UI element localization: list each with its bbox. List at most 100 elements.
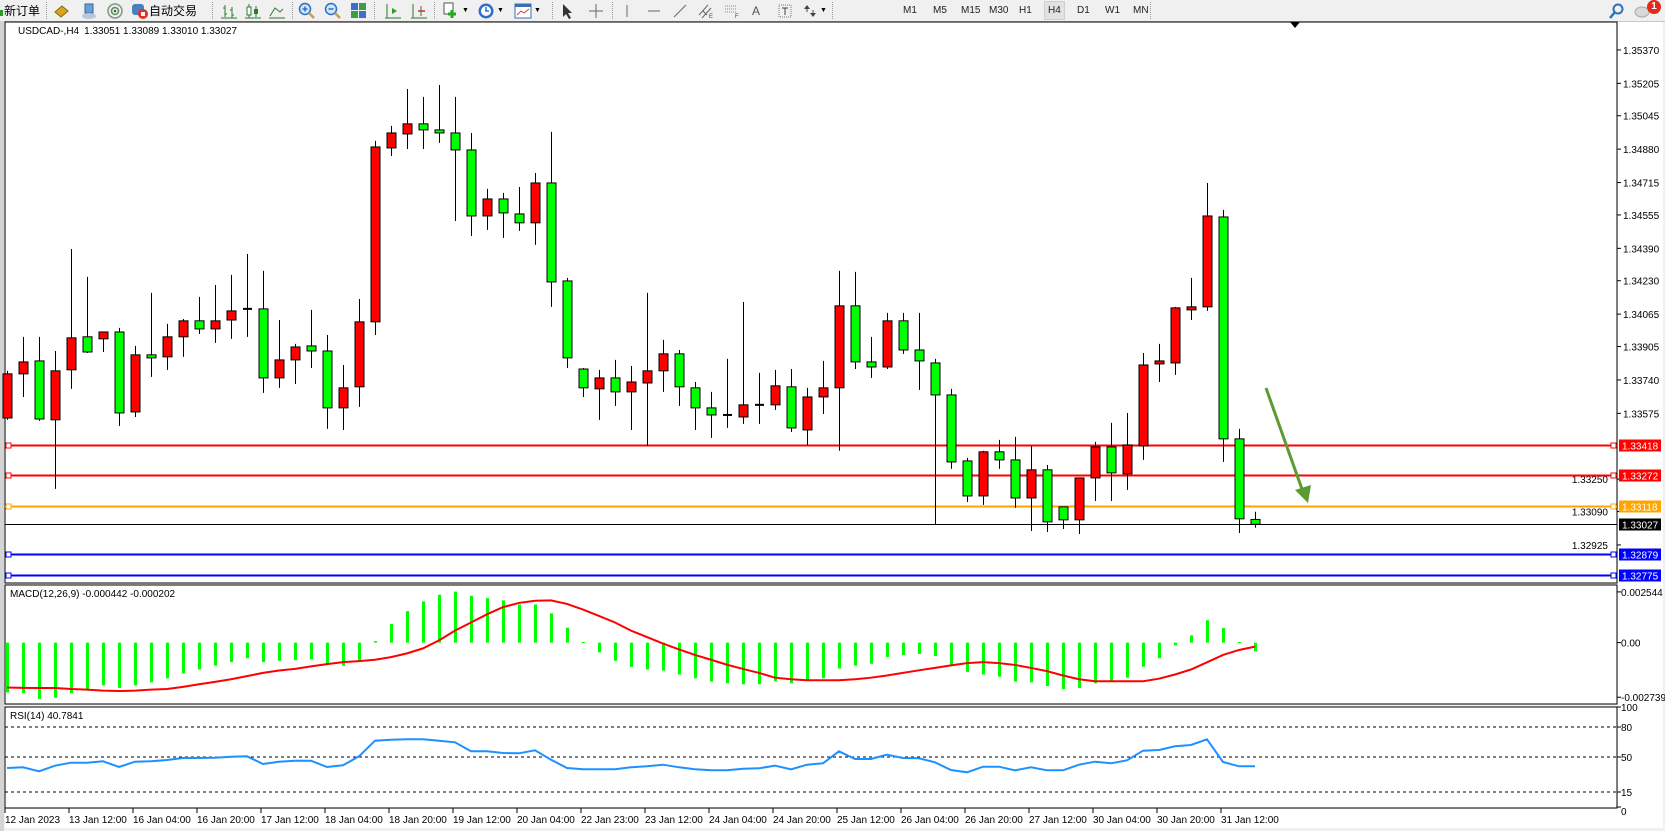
candle[interactable] (306, 309, 317, 368)
vertical-line-button[interactable] (620, 2, 634, 19)
candle[interactable] (1202, 182, 1213, 311)
candle[interactable] (1106, 422, 1117, 502)
candle[interactable] (194, 296, 205, 334)
timeframe-m1[interactable]: M1 (903, 5, 917, 16)
candle[interactable] (178, 319, 189, 357)
candle[interactable] (418, 96, 429, 149)
candle[interactable] (370, 140, 381, 335)
candle[interactable] (562, 277, 573, 368)
candle[interactable] (834, 270, 845, 451)
candle[interactable] (1122, 412, 1133, 490)
chevron-down-icon[interactable]: ▼ (820, 7, 827, 14)
candle[interactable] (882, 312, 893, 370)
periods-button[interactable]: ▼ (477, 2, 504, 19)
timeframe-h1[interactable]: H1 (1019, 5, 1032, 16)
tile-windows-button[interactable] (350, 2, 368, 19)
signals-button[interactable] (106, 2, 124, 19)
horizontal-level-anchor-right[interactable] (1610, 472, 1617, 479)
templates-button[interactable]: ▼ (514, 2, 541, 19)
equidistant-channel-button[interactable]: E (698, 2, 716, 19)
candle[interactable] (962, 457, 973, 503)
horizontal-level-anchor-right[interactable] (1610, 551, 1617, 558)
candle[interactable] (1138, 353, 1149, 460)
candle[interactable] (674, 349, 685, 406)
timeframe-m5[interactable]: M5 (933, 5, 947, 16)
auto-scroll-button[interactable] (410, 2, 428, 19)
candle[interactable] (50, 350, 61, 489)
candle[interactable] (690, 381, 701, 430)
candle[interactable] (162, 323, 173, 370)
timeframe-h4[interactable]: H4 (1044, 1, 1065, 20)
chevron-down-icon[interactable]: ▼ (497, 7, 504, 14)
candle[interactable] (1010, 436, 1021, 508)
candle[interactable] (66, 248, 77, 389)
candle[interactable] (210, 284, 221, 343)
candle[interactable] (1090, 441, 1101, 502)
text-label-button[interactable] (778, 2, 792, 19)
zoom-in-button[interactable] (298, 2, 316, 19)
candle[interactable] (98, 331, 109, 352)
candle[interactable] (626, 365, 637, 430)
candle[interactable] (706, 391, 717, 438)
fibonacci-button[interactable]: F (724, 2, 742, 19)
candle[interactable] (482, 188, 493, 230)
candle[interactable] (498, 192, 509, 238)
candle[interactable] (130, 345, 141, 417)
candle[interactable] (530, 173, 541, 245)
candle[interactable] (1234, 428, 1245, 533)
auto-trading-button[interactable]: 自动交易 (130, 2, 197, 19)
candle[interactable] (82, 276, 93, 354)
cursor-button[interactable] (560, 2, 574, 19)
horizontal-level-anchor-right[interactable] (1610, 503, 1617, 510)
candle[interactable] (610, 359, 621, 406)
candle[interactable] (1026, 445, 1037, 531)
candlestick-button[interactable] (244, 2, 262, 19)
candle[interactable] (514, 187, 525, 231)
candle[interactable] (546, 131, 557, 307)
candle[interactable] (1250, 511, 1261, 528)
horizontal-level-anchor-left[interactable] (5, 551, 12, 558)
horizontal-line-button[interactable] (646, 2, 662, 19)
search-button[interactable] (1608, 2, 1624, 19)
crosshair-button[interactable] (588, 2, 604, 19)
candle[interactable] (1170, 306, 1181, 375)
candle[interactable] (1074, 477, 1085, 535)
annotation-arrow-line[interactable] (1264, 387, 1305, 493)
candle[interactable] (386, 125, 397, 157)
candle[interactable] (274, 320, 285, 388)
candle[interactable] (1154, 343, 1165, 382)
candle[interactable] (802, 387, 813, 445)
candle[interactable] (290, 343, 301, 384)
candle[interactable] (914, 312, 925, 390)
candle[interactable] (1218, 209, 1229, 462)
candle[interactable] (434, 84, 445, 143)
candle[interactable] (466, 132, 477, 236)
timeframe-mn[interactable]: MN (1133, 5, 1149, 16)
horizontal-level-anchor-left[interactable] (5, 442, 12, 449)
horizontal-level-anchor-left[interactable] (5, 503, 12, 510)
candle[interactable] (2, 370, 13, 420)
candle[interactable] (578, 367, 589, 397)
new-order-button[interactable]: 新订单 (0, 2, 40, 19)
text-button[interactable]: A (752, 2, 760, 19)
timeframe-w1[interactable]: W1 (1105, 5, 1120, 16)
candle[interactable] (243, 254, 252, 337)
annotation-arrowhead[interactable] (1295, 485, 1311, 503)
candle[interactable] (738, 301, 749, 424)
bar-chart-button[interactable] (220, 2, 238, 19)
candle[interactable] (258, 270, 269, 393)
market-watch-button[interactable] (80, 2, 98, 19)
candle[interactable] (994, 439, 1005, 469)
horizontal-level-anchor-left[interactable] (5, 572, 12, 579)
candle[interactable] (898, 312, 909, 354)
chevron-down-icon[interactable]: ▼ (462, 7, 469, 14)
candle[interactable] (850, 271, 861, 370)
candle[interactable] (226, 274, 237, 339)
strategy-tester-button[interactable] (52, 2, 70, 19)
candle[interactable] (402, 89, 413, 149)
candle[interactable] (1042, 464, 1053, 532)
candle[interactable] (946, 388, 957, 469)
horizontal-level-anchor-left[interactable] (5, 472, 12, 479)
trendline-button[interactable] (672, 2, 688, 19)
